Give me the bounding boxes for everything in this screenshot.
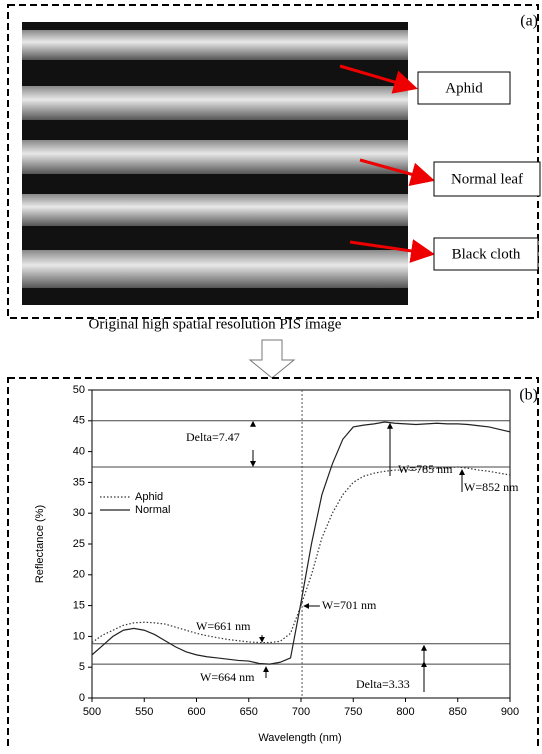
annotation: W=701 nm [322,598,377,612]
y-tick-label: 0 [79,692,85,704]
series-line [91,421,511,665]
x-tick-label: 500 [83,706,101,718]
y-axis-label: Reflectance (%) [34,505,46,583]
panel-label: (a) [520,13,538,30]
panel-b-border [7,377,539,754]
y-tick-label: 45 [73,415,85,427]
callout-box [433,161,541,197]
annotation: W=661 nm [196,619,251,633]
x-tick-label: 700 [292,706,310,718]
x-tick-label: 650 [240,706,258,718]
panel-label: (b) [519,387,538,404]
leaf-stripes [22,30,408,288]
annotation: Delta=3.33 [356,677,410,691]
y-tick-label: 30 [73,507,85,519]
callout-box [417,71,511,105]
y-tick-label: 50 [73,384,85,396]
x-axis-label: Wavelength (nm) [258,732,341,744]
y-tick-label: 5 [79,661,85,673]
x-tick-label: 750 [344,706,362,718]
x-tick-label: 900 [501,706,519,718]
callout: Aphid [445,80,483,96]
annotation: Delta=7.47 [186,430,240,444]
x-tick-label: 850 [449,706,467,718]
y-tick-label: 10 [73,630,85,642]
down-arrow [248,339,296,379]
plot-area [91,389,511,699]
annotation: W=852 nm [464,480,519,494]
legend-label: Aphid [135,491,163,503]
callout: Normal leaf [451,171,523,187]
callout: Black cloth [452,246,521,262]
annotation: W=785 nm [398,462,453,476]
legend-label: Normal [135,504,170,516]
y-tick-label: 40 [73,446,85,458]
x-tick-label: 600 [187,706,205,718]
y-tick-label: 25 [73,538,85,550]
y-tick-label: 35 [73,476,85,488]
annotation: W=664 nm [200,670,255,684]
x-tick-label: 800 [396,706,414,718]
arrow [359,158,435,186]
arrow [349,239,435,263]
x-tick-label: 550 [135,706,153,718]
arrow [339,64,418,94]
caption: Original high spatial resolution PIS ima… [89,316,342,332]
callout-box [433,237,539,271]
y-tick-label: 15 [73,600,85,612]
y-tick-label: 20 [73,569,85,581]
